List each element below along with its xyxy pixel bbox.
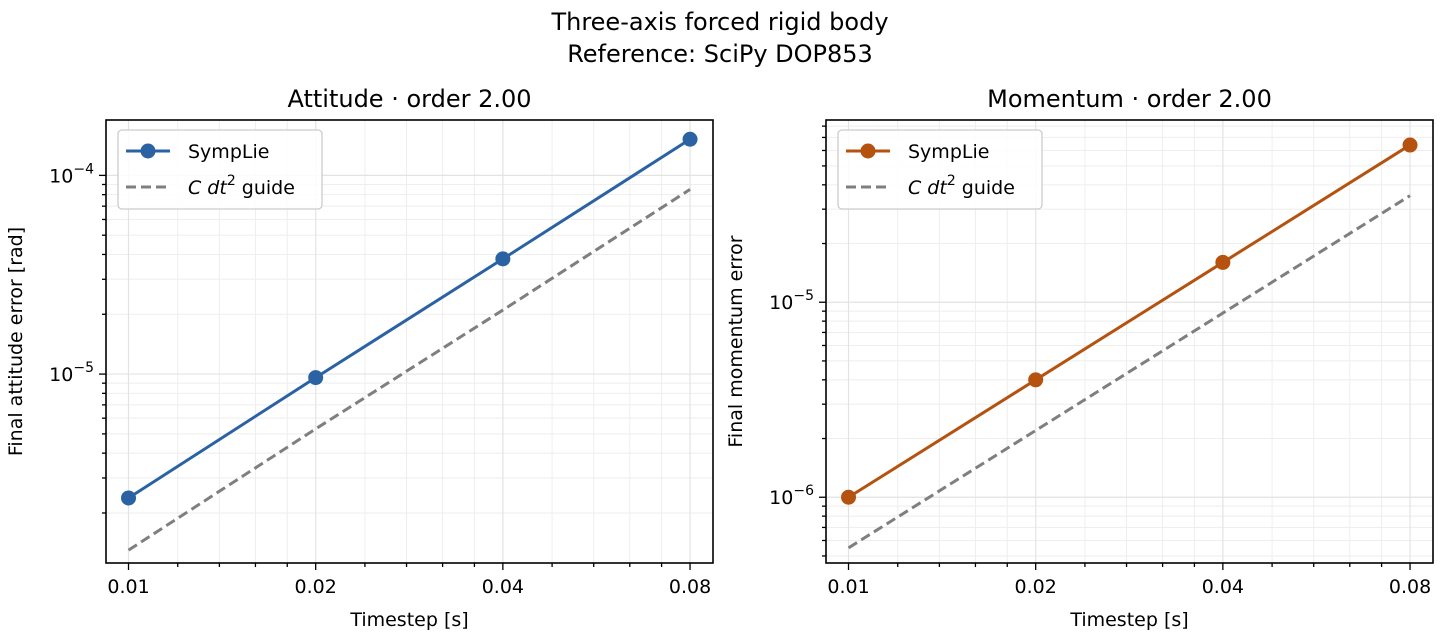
- attitude-y-axis-label: Final attitude error [rad]: [5, 227, 27, 456]
- x-tick-label: 0.01: [827, 576, 869, 598]
- x-tick-label: 0.08: [1389, 576, 1431, 598]
- symplie-data-point: [308, 370, 324, 386]
- y-tick-label: 10−5: [769, 288, 814, 314]
- symplie-data-point: [841, 489, 857, 505]
- symplie-series-line: [127, 137, 691, 500]
- data-series-group: [121, 131, 698, 552]
- figure-suptitle-line-1: Three-axis forced rigid body: [550, 8, 888, 36]
- legend-guide-label: C dt2 guide: [188, 173, 295, 199]
- symplie-data-point: [121, 490, 137, 506]
- legend-symplie-label: SympLie: [908, 141, 989, 163]
- symplie-data-point: [495, 251, 511, 267]
- x-tick-label: 0.04: [1202, 576, 1244, 598]
- attitude-error-panel: 0.01 0.02 0.04 0.08 10−5 10−4 Attitude · order…: [5, 85, 714, 631]
- momentum-error-panel: 0.01 0.02 0.04 0.08 10−6 10−5 Momentum · order…: [725, 85, 1434, 631]
- legend-symplie-label: SympLie: [188, 141, 269, 163]
- plot-frame: [825, 119, 1434, 564]
- momentum-panel-title: Momentum · order 2.00: [987, 85, 1272, 113]
- x-tick-label: 0.04: [482, 576, 524, 598]
- guide-series-line: [127, 188, 691, 552]
- y-tick-label: 10−4: [49, 161, 94, 187]
- x-tick-label: 0.02: [295, 576, 337, 598]
- x-tick-label: 0.08: [669, 576, 711, 598]
- momentum-x-axis-label: Timestep [s]: [1069, 609, 1188, 631]
- guide-series-line: [847, 194, 1411, 550]
- legend-guide-label: C dt2 guide: [908, 173, 1015, 199]
- symplie-data-point: [682, 131, 698, 147]
- legend-symplie-marker: [860, 143, 876, 159]
- figure-suptitle-line-2: Reference: SciPy DOP853: [567, 40, 873, 68]
- momentum-y-axis-label: Final momentum error: [725, 235, 747, 447]
- symplie-data-point: [1402, 137, 1418, 153]
- attitude-panel-title: Attitude · order 2.00: [287, 85, 531, 113]
- attitude-x-axis-label: Timestep [s]: [349, 609, 468, 631]
- y-tick-label: 10−5: [49, 360, 94, 386]
- legend-symplie-marker: [140, 143, 156, 159]
- symplie-series-line: [847, 143, 1411, 499]
- legend: SympLie C dt2 guide: [837, 129, 1043, 210]
- y-tick-label: 10−6: [769, 483, 814, 509]
- legend: SympLie C dt2 guide: [117, 129, 323, 210]
- x-tick-label: 0.01: [107, 576, 149, 598]
- x-tick-label: 0.02: [1015, 576, 1057, 598]
- symplie-data-point: [1215, 254, 1231, 270]
- data-series-group: [841, 137, 1418, 550]
- plot-frame: [105, 119, 714, 564]
- symplie-data-point: [1028, 372, 1044, 388]
